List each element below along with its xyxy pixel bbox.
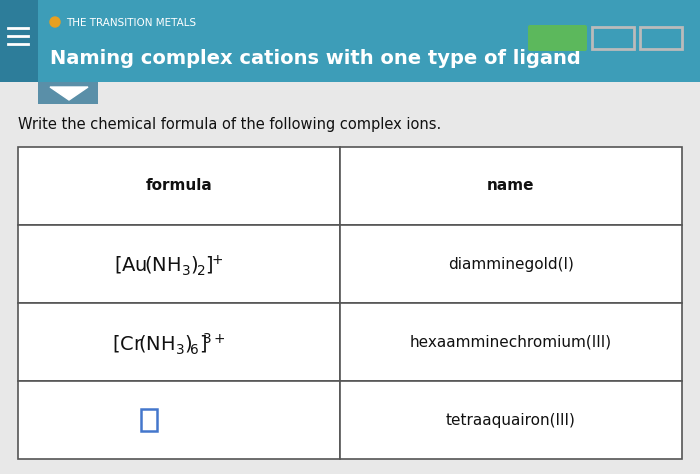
Text: Write the chemical formula of the following complex ions.: Write the chemical formula of the follow… — [18, 117, 441, 131]
Bar — [640, 27, 682, 49]
Text: $\left[\mathrm{Cr}\!\left(\mathrm{NH_3}\right)_{\!6}\right]^{\!\!3+}$: $\left[\mathrm{Cr}\!\left(\mathrm{NH_3}\… — [112, 331, 226, 356]
Circle shape — [50, 17, 60, 27]
Polygon shape — [50, 87, 88, 100]
Text: tetraaquairon(III): tetraaquairon(III) — [446, 412, 576, 428]
Bar — [0, 82, 700, 474]
Text: hexaamminechromium(III): hexaamminechromium(III) — [410, 335, 612, 349]
Bar — [340, 147, 682, 225]
Text: name: name — [487, 179, 535, 193]
Bar — [18, 147, 340, 225]
Text: formula: formula — [146, 179, 212, 193]
FancyBboxPatch shape — [528, 25, 587, 51]
Bar — [38, 82, 98, 104]
Bar — [18, 225, 340, 303]
Text: THE TRANSITION METALS: THE TRANSITION METALS — [66, 18, 196, 28]
Bar — [141, 409, 157, 431]
Bar — [18, 303, 340, 381]
Bar — [340, 225, 682, 303]
Bar — [0, 0, 700, 82]
Text: Naming complex cations with one type of ligand: Naming complex cations with one type of … — [50, 48, 581, 67]
Text: diamminegold(I): diamminegold(I) — [448, 256, 574, 272]
Bar — [18, 381, 340, 459]
Bar — [0, 0, 38, 82]
Bar — [340, 303, 682, 381]
Text: $\left[\mathrm{Au}\!\left(\mathrm{NH_3}\right)_{\!2}\right]^{\!\!+}$: $\left[\mathrm{Au}\!\left(\mathrm{NH_3}\… — [114, 254, 223, 278]
Bar — [340, 381, 682, 459]
Bar — [592, 27, 634, 49]
